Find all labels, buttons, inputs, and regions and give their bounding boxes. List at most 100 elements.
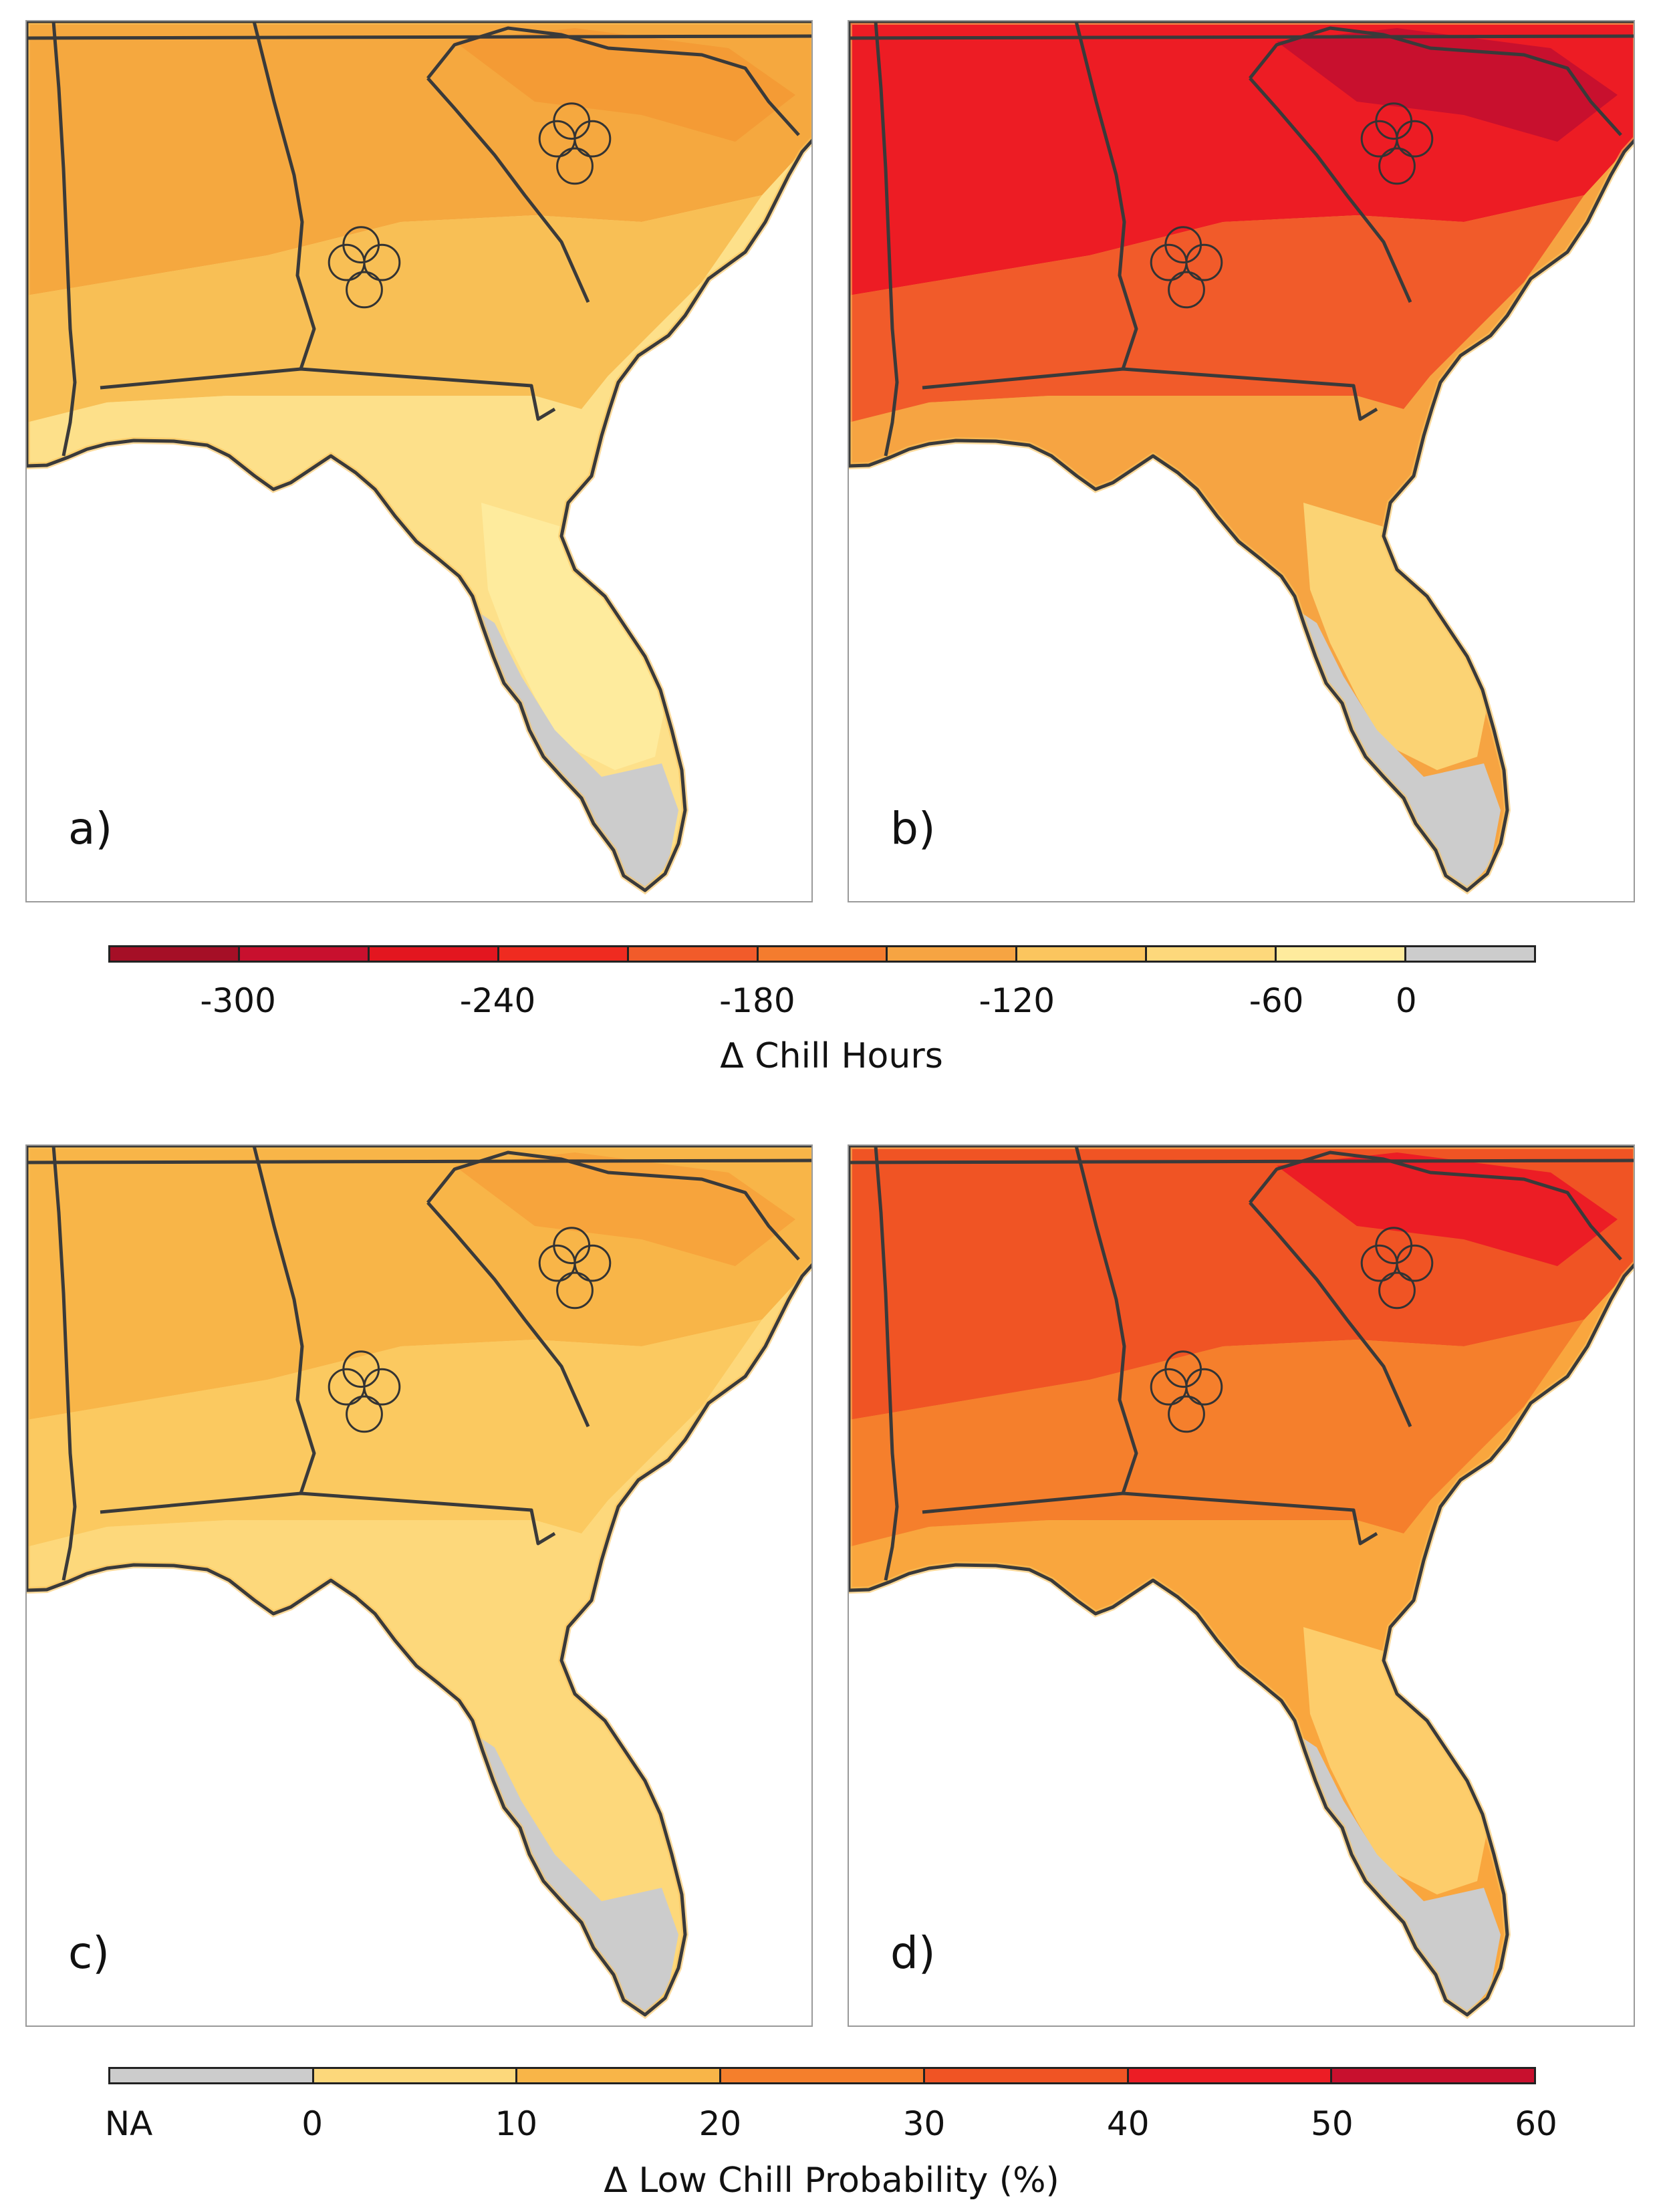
county-cluster-carolina-county-2 — [1378, 147, 1416, 185]
state-border-2 — [922, 367, 1378, 421]
county-cluster-carolina — [1360, 102, 1434, 185]
state-border-2 — [922, 1491, 1378, 1546]
county-cluster-georgia-county-2 — [346, 271, 383, 309]
region-tip — [1277, 1721, 1501, 2015]
colorbar-segment — [1017, 947, 1148, 961]
coastline — [849, 21, 1634, 892]
colorbar-tick-label: 10 — [495, 2104, 538, 2143]
region-mid — [27, 195, 762, 422]
state-border-1 — [252, 21, 316, 370]
state-border-3 — [426, 1201, 590, 1428]
colorbar-tick-label: 50 — [1311, 2104, 1354, 2143]
coastline — [849, 1146, 1634, 2017]
colorbar-tick-label: 0 — [301, 2104, 324, 2143]
county-cluster-carolina — [538, 102, 612, 185]
panel-label-d: d) — [890, 1927, 936, 1979]
land-layer — [27, 1146, 811, 2015]
land-layer — [27, 21, 811, 890]
colorbar-segment — [1277, 947, 1407, 961]
region-deep — [481, 1627, 668, 1894]
county-cluster-georgia — [328, 226, 401, 309]
map-panel-a: a) — [25, 20, 813, 902]
county-cluster-georgia-county-3 — [342, 1350, 380, 1388]
state-border-5 — [849, 1158, 1634, 1164]
land-layer — [849, 1146, 1634, 2015]
state-border-1 — [1074, 1146, 1138, 1494]
state-border-1 — [252, 1146, 316, 1494]
region-mid — [849, 1320, 1584, 1547]
colorbar-segment — [628, 947, 759, 961]
map-panel-c: c) — [25, 1144, 813, 2027]
panel-label-b: b) — [890, 803, 936, 854]
county-cluster-carolina-county-2 — [556, 1271, 594, 1310]
county-cluster-carolina-county-2 — [556, 147, 594, 185]
region-mid — [27, 1320, 762, 1547]
coastline — [27, 1146, 811, 2017]
county-cluster-carolina-county-3 — [553, 102, 591, 140]
region-tip — [455, 596, 678, 890]
colorbar-segment — [1128, 2069, 1333, 2082]
colorbar-segment — [924, 2069, 1129, 2082]
colorbar-segment — [110, 947, 240, 961]
state-border-2 — [100, 1491, 556, 1546]
colorbar-tick-label: -60 — [1249, 981, 1304, 1020]
colorbar-segment — [499, 947, 629, 961]
county-cluster-carolina-county-3 — [1375, 1227, 1413, 1265]
colorbar-chill-label: Δ Chill Hours — [720, 1036, 943, 1076]
region-deep — [1303, 503, 1491, 770]
colorbar-tick-label: -300 — [200, 981, 276, 1020]
state-border-5 — [27, 34, 811, 40]
colorbar-tick-label: 60 — [1515, 2104, 1557, 2143]
colorbar-segment — [721, 2069, 925, 2082]
state-border-3 — [1249, 1201, 1412, 1428]
panel-label-c: c) — [68, 1927, 110, 1979]
state-border-0 — [874, 21, 899, 457]
state-border-0 — [51, 21, 77, 457]
county-cluster-carolina-county-3 — [553, 1227, 591, 1265]
coastline — [27, 21, 811, 892]
colorbar-segment — [758, 947, 888, 961]
colorbar-segment — [239, 947, 370, 961]
map-b — [849, 21, 1634, 895]
county-cluster-georgia-county-3 — [1164, 1350, 1202, 1388]
county-cluster-georgia-county-2 — [346, 1395, 383, 1433]
colorbar-chill-hours — [108, 945, 1536, 963]
county-cluster-georgia-county-3 — [1164, 226, 1202, 264]
map-panel-b: b) — [848, 20, 1635, 902]
county-cluster-georgia — [328, 1350, 401, 1433]
colorbar-segment — [313, 2069, 518, 2082]
colorbar-tick-label: -240 — [459, 981, 536, 1020]
colorbar-tick-label: 0 — [1395, 981, 1417, 1020]
state-border-5 — [849, 34, 1634, 40]
colorbar-prob-label: Δ Low Chill Probability (%) — [604, 2161, 1059, 2201]
state-border-2 — [100, 367, 556, 421]
colorbar-low-chill-probability — [108, 2067, 1536, 2084]
panel-label-a: a) — [68, 803, 113, 854]
colorbar-segment — [110, 2069, 314, 2082]
map-a — [27, 21, 811, 895]
county-cluster-carolina — [1360, 1227, 1434, 1310]
county-cluster-georgia-county-3 — [342, 226, 380, 264]
colorbar-tick-label: 30 — [902, 2104, 946, 2143]
region-deep — [1303, 1627, 1491, 1894]
colorbar-segment — [369, 947, 499, 961]
colorbar-tick-label: -180 — [719, 981, 795, 1020]
state-border-0 — [874, 1146, 899, 1581]
county-cluster-carolina-county-3 — [1375, 102, 1413, 140]
county-cluster-georgia-county-2 — [1168, 271, 1205, 309]
map-d — [849, 1146, 1634, 2019]
state-border-0 — [51, 1146, 77, 1581]
county-cluster-georgia — [1150, 226, 1223, 309]
county-cluster-georgia-county-2 — [1168, 1395, 1205, 1433]
colorbar-segment — [1406, 947, 1534, 961]
region-tip — [455, 1721, 678, 2015]
county-cluster-georgia — [1150, 1350, 1223, 1433]
region-tip — [1277, 596, 1501, 890]
colorbar-tick-label: NA — [104, 2104, 153, 2143]
state-border-5 — [27, 1158, 811, 1164]
state-border-1 — [1074, 21, 1138, 370]
region-mid — [849, 195, 1584, 422]
colorbar-segment — [1332, 2069, 1535, 2082]
map-c — [27, 1146, 811, 2019]
county-cluster-carolina — [538, 1227, 612, 1310]
